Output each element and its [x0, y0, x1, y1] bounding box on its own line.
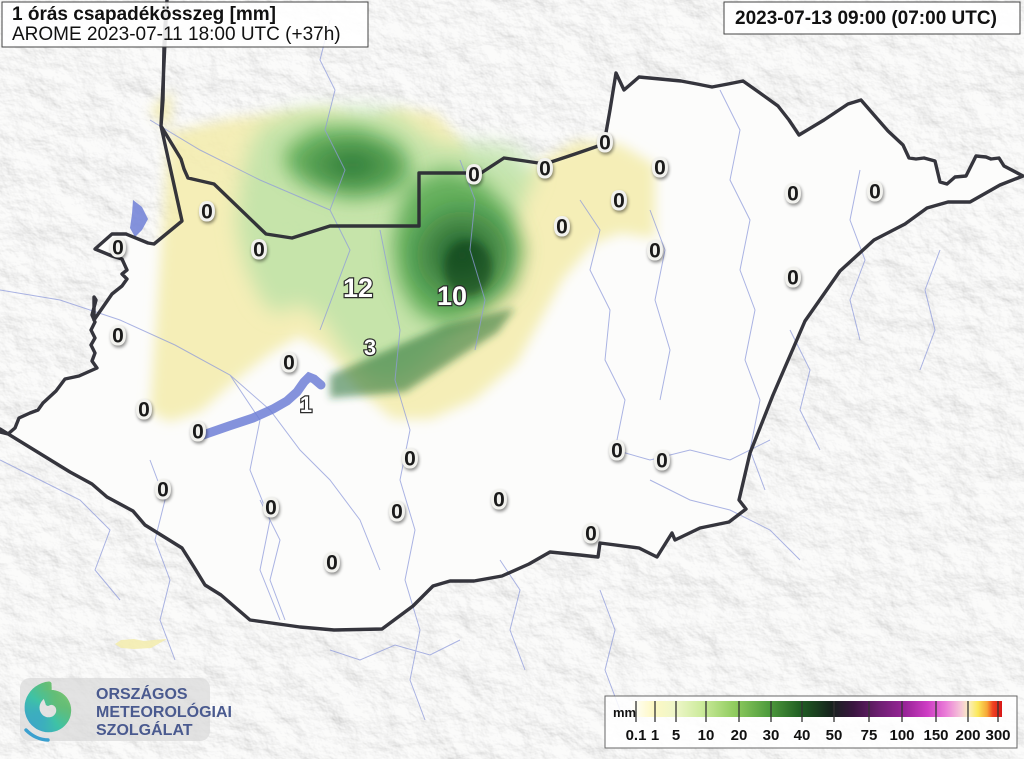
svg-text:0: 0 — [787, 183, 799, 206]
svg-text:SZOLGÁLAT: SZOLGÁLAT — [96, 720, 193, 739]
svg-text:0: 0 — [649, 240, 661, 263]
svg-text:0: 0 — [539, 158, 551, 181]
svg-text:0.1: 0.1 — [626, 727, 647, 744]
svg-text:0: 0 — [201, 201, 213, 224]
svg-text:12: 12 — [343, 273, 373, 303]
svg-text:0: 0 — [112, 237, 124, 260]
svg-text:0: 0 — [493, 489, 505, 512]
svg-text:5: 5 — [672, 727, 680, 744]
svg-text:3: 3 — [364, 335, 376, 360]
svg-text:100: 100 — [889, 727, 914, 744]
svg-text:0: 0 — [283, 352, 295, 375]
svg-text:1 órás csapadékösszeg [mm]: 1 órás csapadékösszeg [mm] — [12, 4, 276, 25]
svg-text:0: 0 — [611, 440, 623, 463]
svg-text:0: 0 — [468, 164, 480, 187]
svg-text:0: 0 — [599, 132, 611, 155]
svg-text:150: 150 — [923, 727, 948, 744]
svg-text:0: 0 — [192, 421, 204, 444]
svg-text:50: 50 — [826, 727, 843, 744]
svg-text:0: 0 — [654, 157, 666, 180]
svg-text:1: 1 — [300, 392, 312, 417]
svg-text:0: 0 — [787, 267, 799, 290]
svg-text:0: 0 — [265, 497, 277, 520]
svg-text:0: 0 — [112, 325, 124, 348]
svg-text:20: 20 — [731, 727, 748, 744]
svg-text:0: 0 — [404, 448, 416, 471]
svg-text:10: 10 — [698, 727, 715, 744]
svg-text:ORSZÁGOS: ORSZÁGOS — [96, 684, 188, 703]
svg-text:AROME 2023-07-11 18:00 UTC (+3: AROME 2023-07-11 18:00 UTC (+37h) — [12, 24, 341, 45]
svg-text:0: 0 — [326, 552, 338, 575]
svg-text:0: 0 — [656, 450, 668, 473]
svg-text:30: 30 — [763, 727, 780, 744]
svg-text:0: 0 — [869, 181, 881, 204]
svg-text:0: 0 — [157, 479, 169, 502]
svg-text:75: 75 — [861, 727, 878, 744]
svg-text:METEOROLÓGIAI: METEOROLÓGIAI — [96, 702, 232, 721]
svg-text:0: 0 — [613, 190, 625, 213]
svg-text:0: 0 — [585, 523, 597, 546]
svg-text:0: 0 — [556, 216, 568, 239]
svg-text:2023-07-13 09:00 (07:00 UTC): 2023-07-13 09:00 (07:00 UTC) — [735, 8, 997, 29]
svg-text:0: 0 — [391, 501, 403, 524]
svg-text:0: 0 — [138, 399, 150, 422]
svg-text:10: 10 — [437, 281, 467, 311]
svg-text:1: 1 — [651, 727, 659, 744]
svg-text:0: 0 — [253, 239, 265, 262]
svg-text:mm: mm — [613, 705, 636, 720]
svg-text:300: 300 — [985, 727, 1010, 744]
svg-text:200: 200 — [955, 727, 980, 744]
svg-text:40: 40 — [794, 727, 811, 744]
